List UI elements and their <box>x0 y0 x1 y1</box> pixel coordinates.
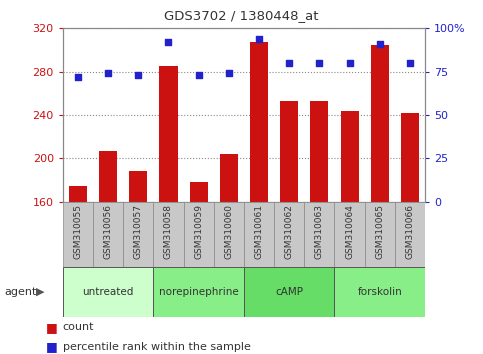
Point <box>285 60 293 66</box>
Point <box>255 36 263 41</box>
Bar <box>189 182 208 202</box>
Text: untreated: untreated <box>83 287 134 297</box>
Text: GSM310062: GSM310062 <box>284 204 294 259</box>
Text: ▶: ▶ <box>36 287 45 297</box>
Text: GSM310058: GSM310058 <box>164 204 173 259</box>
Bar <box>395 202 425 267</box>
Bar <box>220 154 238 202</box>
Bar <box>334 202 365 267</box>
Bar <box>159 66 178 202</box>
Bar <box>365 202 395 267</box>
Text: GSM310066: GSM310066 <box>405 204 414 259</box>
Text: GDS3702 / 1380448_at: GDS3702 / 1380448_at <box>164 9 319 22</box>
Bar <box>274 202 304 267</box>
Text: GSM310057: GSM310057 <box>134 204 143 259</box>
Bar <box>123 202 154 267</box>
Bar <box>371 45 389 202</box>
Point <box>406 60 414 66</box>
Text: cAMP: cAMP <box>275 287 303 297</box>
Bar <box>63 202 93 267</box>
Bar <box>213 202 244 267</box>
Bar <box>154 202 184 267</box>
Bar <box>280 101 298 202</box>
Bar <box>341 111 358 202</box>
Bar <box>334 267 425 317</box>
Point <box>134 72 142 78</box>
Point <box>74 74 82 80</box>
Bar <box>250 42 268 202</box>
Text: norepinephrine: norepinephrine <box>159 287 239 297</box>
Text: GSM310055: GSM310055 <box>73 204 83 259</box>
Text: GSM310061: GSM310061 <box>255 204 264 259</box>
Bar <box>244 267 334 317</box>
Text: forskolin: forskolin <box>357 287 402 297</box>
Bar <box>311 101 328 202</box>
Bar <box>129 171 147 202</box>
Text: agent: agent <box>5 287 37 297</box>
Text: GSM310064: GSM310064 <box>345 204 354 259</box>
Point <box>346 60 354 66</box>
Bar <box>154 267 244 317</box>
Bar <box>69 185 87 202</box>
Bar <box>63 267 154 317</box>
Point <box>376 41 384 47</box>
Bar <box>184 202 213 267</box>
Text: GSM310056: GSM310056 <box>103 204 113 259</box>
Text: GSM310059: GSM310059 <box>194 204 203 259</box>
Point <box>315 60 323 66</box>
Text: ■: ■ <box>46 321 57 334</box>
Bar <box>244 202 274 267</box>
Text: count: count <box>63 322 94 332</box>
Point <box>225 70 233 76</box>
Point <box>104 70 112 76</box>
Bar <box>401 113 419 202</box>
Text: percentile rank within the sample: percentile rank within the sample <box>63 342 251 352</box>
Text: GSM310063: GSM310063 <box>315 204 324 259</box>
Point <box>195 72 202 78</box>
Text: ■: ■ <box>46 341 57 353</box>
Text: GSM310060: GSM310060 <box>224 204 233 259</box>
Bar <box>93 202 123 267</box>
Text: GSM310065: GSM310065 <box>375 204 384 259</box>
Point <box>165 39 172 45</box>
Bar <box>304 202 334 267</box>
Bar <box>99 151 117 202</box>
